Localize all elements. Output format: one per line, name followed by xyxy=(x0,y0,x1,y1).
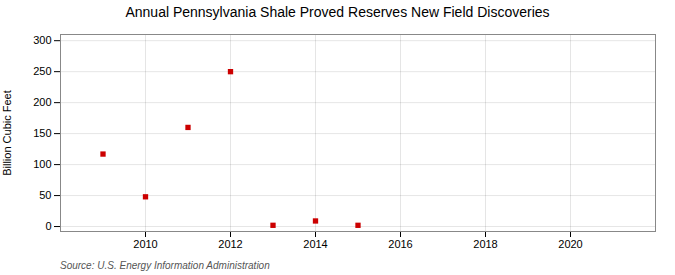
svg-text:2016: 2016 xyxy=(388,238,412,250)
svg-text:2020: 2020 xyxy=(558,238,582,250)
svg-text:300: 300 xyxy=(33,34,51,46)
svg-text:2012: 2012 xyxy=(218,238,242,250)
svg-text:2018: 2018 xyxy=(473,238,497,250)
svg-text:2014: 2014 xyxy=(303,238,327,250)
svg-text:0: 0 xyxy=(45,220,51,232)
svg-text:150: 150 xyxy=(33,127,51,139)
svg-text:2010: 2010 xyxy=(133,238,157,250)
svg-text:100: 100 xyxy=(33,158,51,170)
html-text:Source: U.S. Energy Informatio: Source: U.S. Energy Information Administ… xyxy=(60,260,270,271)
svg-text:50: 50 xyxy=(39,189,51,201)
html-text:Annual Pennsylvania Shale Prov: Annual Pennsylvania Shale Proved Reserve… xyxy=(125,4,550,20)
svg-text:250: 250 xyxy=(33,65,51,77)
svg-text:Billion Cubic Feet: Billion Cubic Feet xyxy=(1,90,13,176)
svg-text:200: 200 xyxy=(33,96,51,108)
